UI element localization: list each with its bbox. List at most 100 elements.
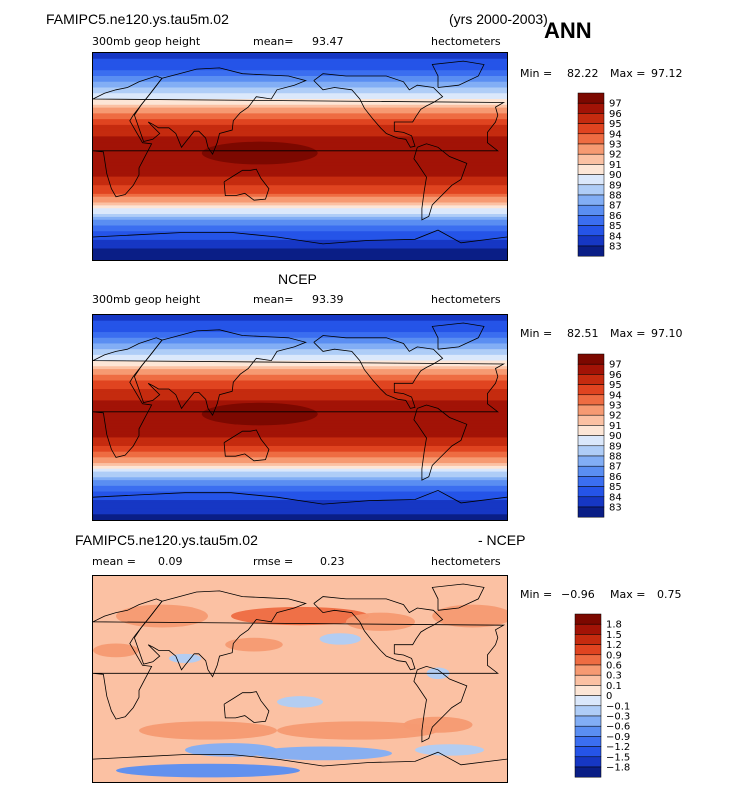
panel3-rmse-label: rmse =: [253, 555, 294, 568]
colorbar-tick-label: 83: [609, 242, 622, 253]
lat-band: [93, 437, 507, 441]
colorbar-swatch: [577, 184, 605, 196]
lat-band: [93, 323, 507, 327]
lat-band: [93, 176, 507, 181]
lat-band: [93, 337, 507, 342]
lat-band: [93, 517, 507, 520]
lat-band: [93, 423, 507, 427]
lat-band: [93, 76, 507, 80]
coastline: [413, 143, 468, 221]
panel3-units: hectometers: [431, 555, 501, 568]
lat-band: [93, 170, 507, 175]
lat-band: [93, 239, 507, 244]
lat-band: [93, 139, 507, 143]
colorbar-tick-label: 86: [609, 472, 622, 483]
lat-band: [93, 70, 507, 74]
colorbar-tick-label: 94: [609, 129, 622, 140]
anomaly-region: [168, 653, 202, 663]
colorbar-tick-label: −1.8: [606, 763, 630, 774]
colorbar-swatch: [574, 756, 602, 768]
lat-band: [93, 397, 507, 402]
lat-band: [93, 502, 507, 507]
colorbar-tick-label: 91: [609, 160, 622, 171]
colorbar-tick-label: 0: [606, 691, 612, 702]
lat-band: [93, 173, 507, 178]
colorbar-swatch: [577, 174, 605, 186]
colorbar-tick-label: 0.3: [606, 671, 622, 682]
lat-band: [93, 505, 507, 510]
panel2-variable: 300mb geop height: [92, 293, 201, 306]
colorbar-swatch: [577, 506, 605, 518]
colorbar-tick-label: 95: [609, 119, 622, 130]
coastline: [93, 489, 507, 505]
panel1-max-value: 97.12: [651, 67, 683, 80]
anomaly-region: [415, 744, 484, 756]
colorbar-swatch: [577, 425, 605, 436]
lat-band: [93, 454, 507, 458]
lat-band: [93, 377, 507, 382]
colorbar-tick-label: 97: [609, 99, 622, 110]
colorbar-tick-label: −1.5: [606, 752, 630, 763]
colorbar-tick-label: 90: [609, 431, 622, 442]
coastline: [133, 590, 307, 678]
lat-band: [93, 242, 507, 247]
lat-band: [93, 185, 507, 189]
lat-band: [93, 317, 507, 322]
lat-band: [93, 219, 507, 224]
colorbar-tick-label: 89: [609, 180, 622, 191]
lat-band: [93, 107, 507, 112]
panel3-min-label: Min =: [520, 588, 553, 601]
lat-band: [93, 61, 507, 66]
anomaly-region: [277, 696, 323, 708]
lat-band: [93, 122, 507, 126]
lat-band: [93, 78, 507, 83]
lat-band: [93, 477, 507, 481]
coastline: [413, 665, 468, 743]
lat-band: [93, 448, 507, 453]
lat-band: [93, 199, 507, 204]
lat-band: [93, 460, 507, 464]
lat-band: [93, 162, 507, 166]
lat-band: [93, 142, 507, 146]
lat-band: [93, 188, 507, 192]
lat-band: [93, 386, 507, 390]
lat-band: [93, 465, 507, 470]
lat-band: [93, 81, 507, 86]
colorbar-tick-label: 92: [609, 411, 622, 422]
colorbar-swatch: [577, 486, 605, 498]
colorbar-tick-label: 87: [609, 462, 622, 473]
lat-band: [93, 119, 507, 123]
colorbar-swatch: [577, 123, 605, 135]
colorbar-tick-label: 1.8: [606, 620, 622, 631]
colorbar-tick-label: 85: [609, 221, 622, 232]
colorbar-tick-label: −0.3: [606, 712, 630, 723]
colorbar-tick-label: 0.6: [606, 661, 622, 672]
lat-band: [93, 485, 507, 490]
anomaly-region: [116, 604, 208, 628]
panel2-map: [92, 314, 508, 521]
panel3-mean-label: mean =: [92, 555, 136, 568]
lat-band: [93, 389, 507, 393]
anomaly-region: [277, 721, 438, 740]
lat-band: [93, 237, 507, 241]
lat-band: [93, 168, 507, 172]
colorbar-swatch: [577, 404, 605, 416]
lat-band: [93, 400, 507, 404]
colorbar-swatch: [577, 363, 605, 375]
lat-band: [93, 471, 507, 476]
colorbar-swatch: [577, 235, 605, 247]
colorbar-swatch: [577, 164, 605, 175]
lat-band: [93, 127, 507, 132]
lat-band: [93, 251, 507, 255]
lat-band: [93, 55, 507, 60]
lat-band: [93, 130, 507, 135]
panel2-max-label: Max =: [610, 327, 646, 340]
lat-band: [93, 104, 507, 109]
colorbar-swatch: [574, 705, 602, 717]
panel2-max-value: 97.10: [651, 327, 683, 340]
colorbar-tick-label: 84: [609, 231, 622, 242]
lat-band: [93, 366, 507, 370]
panel3-map: [92, 575, 508, 783]
case-name: FAMIPC5.ne120.ys.tau5m.02: [46, 11, 229, 27]
